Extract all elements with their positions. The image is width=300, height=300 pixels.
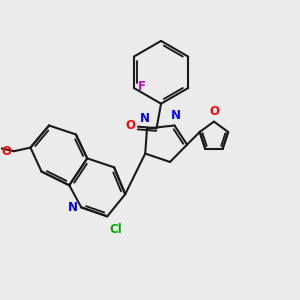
Text: O: O xyxy=(2,145,12,158)
Text: N: N xyxy=(170,109,180,122)
Text: O: O xyxy=(125,119,135,132)
Text: Cl: Cl xyxy=(110,223,122,236)
Text: F: F xyxy=(138,80,146,93)
Text: O: O xyxy=(209,105,219,118)
Text: N: N xyxy=(68,202,78,214)
Text: N: N xyxy=(140,112,150,124)
